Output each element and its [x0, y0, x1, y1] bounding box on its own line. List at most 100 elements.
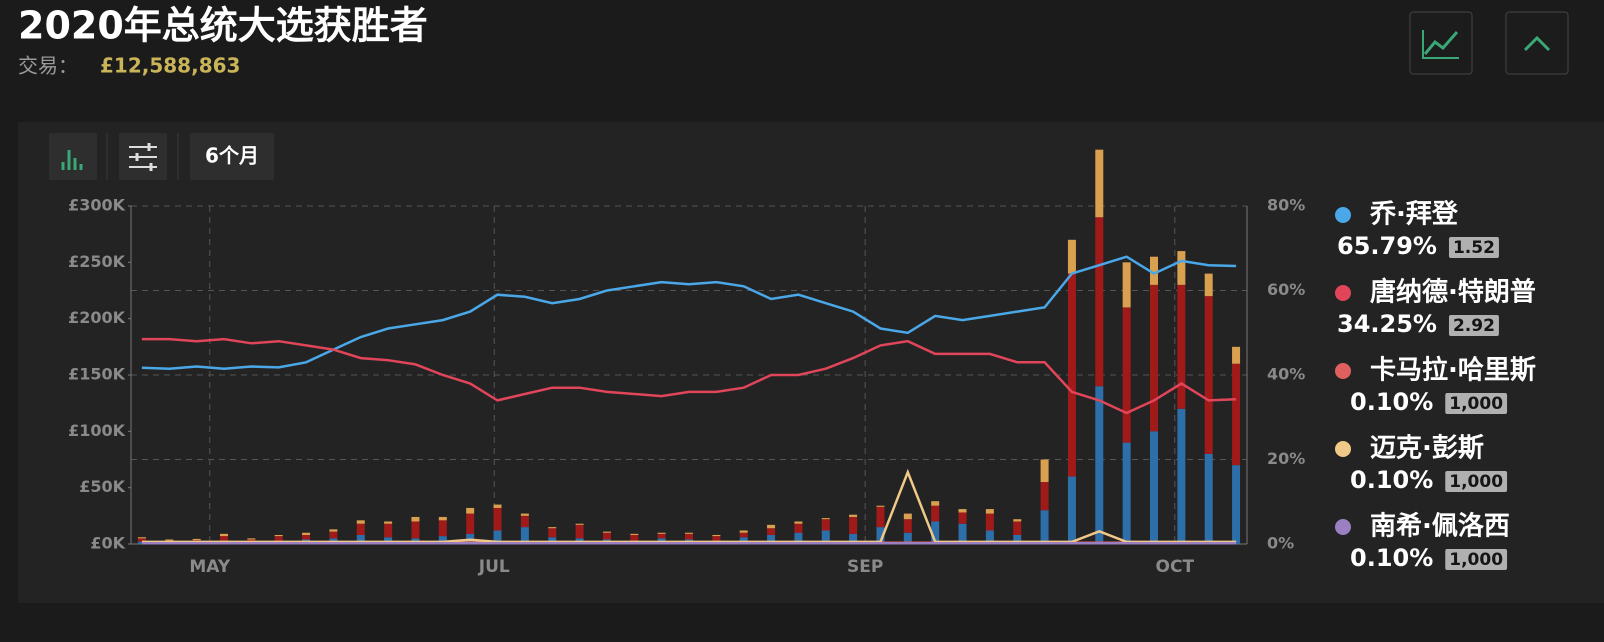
volume-bar	[466, 513, 475, 534]
volume-bar	[903, 513, 912, 520]
volume-bar	[767, 534, 776, 544]
volume-bar	[657, 532, 666, 534]
legend-price: 0.10%	[1350, 544, 1433, 572]
volume-bar	[849, 533, 858, 544]
legend-dot	[1335, 285, 1351, 301]
volume-bar	[1040, 482, 1049, 511]
volume-bar	[602, 531, 611, 533]
y-tick-label: £150K	[68, 365, 126, 384]
chevron-up-icon	[1523, 35, 1551, 52]
volume-bar	[1150, 431, 1158, 544]
legend-dot	[1335, 519, 1351, 535]
price-line	[141, 468, 1237, 544]
legend-name: 乔·拜登	[1369, 199, 1459, 230]
volume-bar	[329, 531, 338, 539]
volume-bar	[1095, 386, 1104, 544]
volume-bar	[548, 537, 557, 544]
settings-button[interactable]	[119, 133, 167, 180]
volume-bar	[931, 505, 940, 522]
volume-bar	[903, 532, 912, 544]
volume-bar	[1067, 273, 1076, 477]
volume-bar	[1177, 284, 1186, 409]
volume-bar	[602, 532, 611, 540]
volume-bar	[1067, 476, 1076, 544]
y-tick-label: £0K	[90, 534, 125, 553]
volume-bar	[1095, 149, 1104, 218]
volume-bar	[493, 507, 502, 531]
volume-bar	[1177, 251, 1186, 285]
volume-bar	[1040, 459, 1049, 483]
odds-badge	[1445, 393, 1508, 414]
volume-bar	[931, 501, 940, 506]
volume-bar	[329, 529, 338, 532]
volume-bar	[739, 530, 748, 533]
volume-bar	[767, 528, 776, 535]
volume-bar	[958, 512, 967, 524]
volume-bar	[438, 516, 447, 521]
slider-knobs	[135, 143, 153, 171]
x-tick-label: OCT	[1156, 557, 1195, 577]
chart-panel	[18, 122, 1604, 603]
volume-bar	[466, 507, 475, 514]
y2-tick-label: 60%	[1267, 280, 1305, 299]
legend-price: 34.25%	[1337, 310, 1437, 338]
volume-bar	[1122, 307, 1131, 443]
volume-bar	[520, 527, 529, 544]
chart-toggle-button[interactable]	[1409, 11, 1473, 75]
volume-bar	[1232, 363, 1241, 466]
volume-bar	[794, 523, 803, 533]
y-tick-label: £200K	[68, 308, 126, 327]
volume-bar	[493, 530, 502, 544]
volume-bar	[411, 516, 420, 522]
button-frame	[49, 133, 97, 180]
volume-bar	[849, 516, 858, 534]
odds-label: 1,000	[1449, 550, 1503, 570]
collapse-button[interactable]	[1505, 11, 1569, 75]
volume-bar	[739, 532, 748, 538]
volume-bar	[657, 533, 666, 539]
volume-bar	[685, 533, 693, 540]
volume-bar	[958, 523, 967, 544]
legend-name: 迈克·彭斯	[1370, 434, 1484, 464]
volume-bar	[876, 505, 885, 507]
volume-bar	[384, 523, 393, 538]
volume-bar	[1150, 284, 1158, 432]
volume-bar	[739, 537, 748, 544]
volume-bar	[821, 519, 830, 531]
volume-bar	[548, 528, 557, 538]
volume-bar	[1122, 442, 1131, 544]
volume-bar	[849, 514, 858, 517]
legend-name: 南希·佩洛西	[1370, 511, 1510, 542]
button-frame	[190, 133, 274, 180]
odds-label: 1,000	[1449, 472, 1503, 492]
range-button[interactable]: 6个月	[190, 133, 274, 180]
button-frame	[1505, 11, 1569, 75]
volume-bar	[985, 513, 994, 531]
volume-bar	[1067, 239, 1076, 274]
volume-bar	[1232, 465, 1241, 544]
volume-bar	[411, 521, 420, 539]
button-frame	[1409, 11, 1473, 75]
y-tick-label: £250K	[68, 252, 126, 271]
y2-tick-label: 0%	[1267, 534, 1294, 553]
y-tick-label: £50K	[79, 477, 125, 496]
chart-type-button[interactable]	[49, 133, 97, 180]
volume-bar	[712, 534, 721, 537]
x-tick-label: JUL	[478, 557, 510, 577]
volume-bar	[958, 509, 967, 513]
volume-bar	[1013, 534, 1022, 544]
volume-bar	[356, 523, 365, 535]
volume-bar	[192, 538, 201, 541]
volume-bar	[1013, 519, 1022, 522]
volume-bar	[1204, 273, 1213, 297]
x-tick-label: SEP	[847, 557, 883, 577]
odds-label: 2.92	[1453, 316, 1495, 336]
volume-bar	[493, 504, 502, 508]
chart-icon-axis	[1422, 30, 1459, 59]
volume-bar	[520, 513, 529, 516]
volume-bar	[821, 530, 830, 544]
volume-bar	[985, 530, 994, 544]
volume-bar	[247, 538, 256, 540]
